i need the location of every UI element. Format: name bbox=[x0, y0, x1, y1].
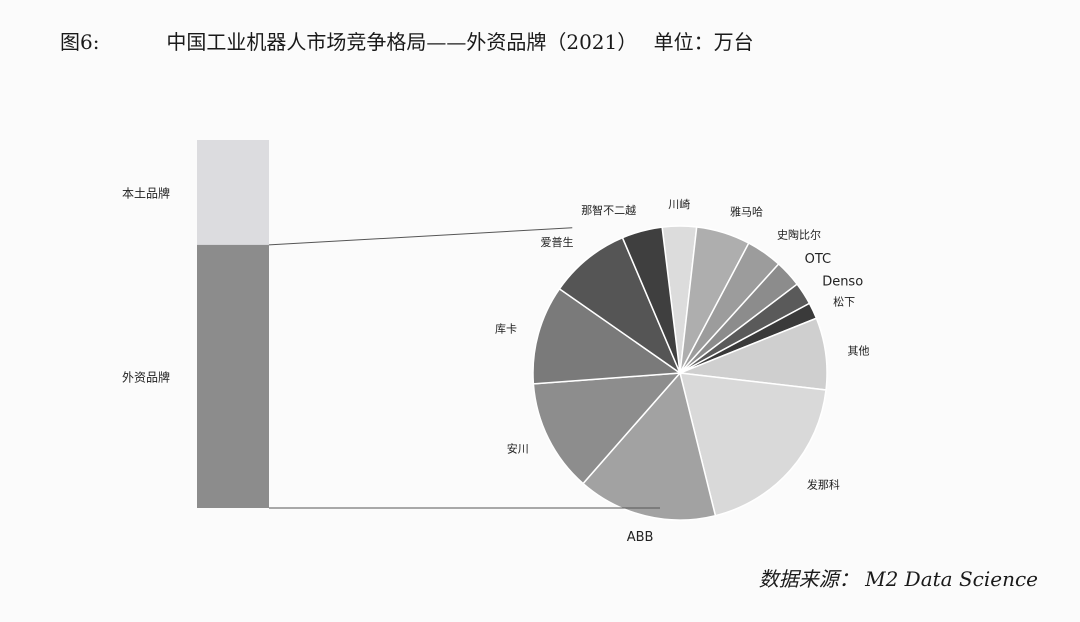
pie-label-8: ABB bbox=[627, 530, 654, 545]
figure-number: 图6: bbox=[60, 30, 100, 54]
pie-label-9: 安川 bbox=[507, 441, 529, 455]
pie-label-6: 其他 bbox=[848, 345, 870, 358]
pie-label-3: OTC bbox=[805, 252, 832, 267]
figure-header: 图6: 中国工业机器人市场竞争格局——外资品牌（2021） 单位：万台 bbox=[60, 26, 754, 55]
connector-line-top bbox=[268, 227, 573, 246]
figure-title: 中国工业机器人市场竞争格局——外资品牌（2021） bbox=[166, 30, 638, 54]
pie-label-12: 那智不二越 bbox=[581, 203, 636, 217]
pie-label-1: 雅马哈 bbox=[730, 205, 763, 219]
figure-unit: 单位：万台 bbox=[653, 30, 754, 54]
bar-label-domestic: 本土品牌 bbox=[122, 186, 170, 200]
bar-segment-domestic bbox=[197, 140, 269, 245]
pie-label-2: 史陶比尔 bbox=[777, 228, 821, 242]
pie-slice-10 bbox=[532, 287, 683, 385]
pie-slice-8 bbox=[582, 371, 717, 521]
source-note: 数据来源： M2 Data Science bbox=[758, 567, 1038, 591]
pie-label-0: 川崎 bbox=[668, 197, 690, 211]
pie-label-5: 松下 bbox=[833, 294, 855, 308]
pie-label-7: 发那科 bbox=[807, 478, 840, 492]
pie-slice-7 bbox=[679, 372, 827, 517]
pie-slice-12 bbox=[621, 226, 681, 374]
pie-slice-11 bbox=[558, 236, 682, 376]
pie-label-4: Denso bbox=[822, 275, 863, 290]
bar-label-foreign: 外资品牌 bbox=[122, 370, 170, 384]
pie-label-10: 库卡 bbox=[495, 322, 517, 335]
pie-label-11: 爱普生 bbox=[541, 235, 574, 249]
bar-segment-foreign bbox=[197, 244, 269, 508]
pie-slice-9 bbox=[532, 372, 682, 485]
